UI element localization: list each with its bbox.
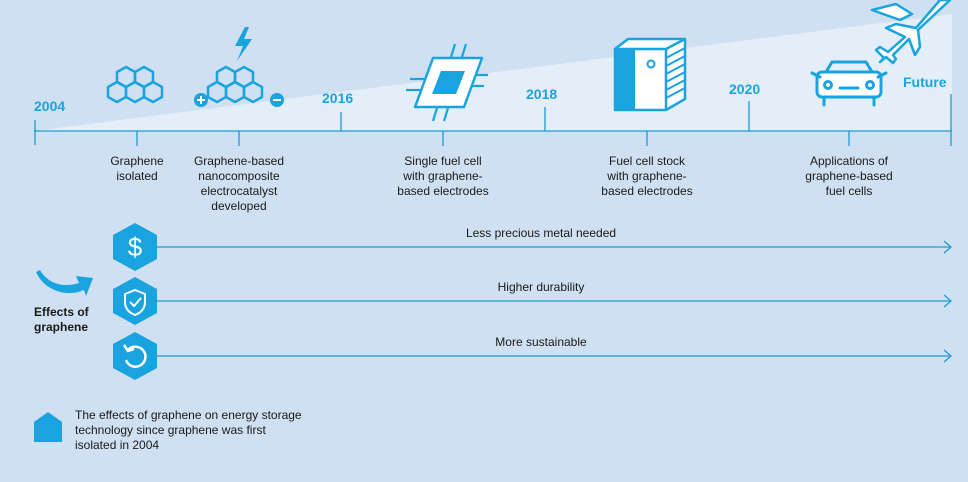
graphene-nanocomposite-icon <box>206 65 264 104</box>
graphene-lattice-icon <box>106 65 164 104</box>
growth-wedge <box>34 14 952 131</box>
milestone-nanocomposite: Graphene-based nanocomposite electrocata… <box>174 154 304 214</box>
legend-text: The effects of graphene on energy storag… <box>75 408 325 453</box>
minus-icon <box>270 93 284 107</box>
effect-label-durability: Higher durability <box>497 280 585 294</box>
milestone-line: electrocatalyst <box>200 184 278 198</box>
curved-arrow-icon <box>36 270 93 296</box>
milestone-graphene-isolated: Graphene isolated <box>72 154 202 184</box>
effects-title: Effects of graphene <box>34 305 89 335</box>
milestone-line: Fuel cell stock <box>608 154 686 168</box>
year-ticks <box>34 94 952 146</box>
dollar-icon: $ <box>113 223 157 271</box>
legend-marker-icon <box>34 412 62 442</box>
milestone-line: based electrodes <box>601 184 693 198</box>
milestone-line: with graphene- <box>607 169 687 183</box>
milestone-line: Applications of <box>809 154 889 168</box>
effect-arrows <box>155 240 952 363</box>
plus-icon <box>194 93 208 107</box>
milestone-line: Single fuel cell <box>404 154 482 168</box>
effects-title-line: graphene <box>34 320 89 334</box>
fuel-cell-chip-icon <box>406 43 488 122</box>
legend-line: isolated in 2004 <box>75 438 160 452</box>
milestone-single-fuel-cell: Single fuel cell with graphene- based el… <box>378 154 508 199</box>
legend-line: The effects of graphene on energy storag… <box>75 408 302 422</box>
milestone-line: Graphene-based <box>193 154 285 168</box>
effect-label-less-metal: Less precious metal needed <box>465 226 617 240</box>
milestone-line: Graphene <box>110 154 164 168</box>
year-future: Future <box>903 74 947 90</box>
milestone-line: with graphene- <box>403 169 483 183</box>
year-2004: 2004 <box>34 98 66 114</box>
shield-check-icon <box>113 277 157 325</box>
recycle-arrow-icon <box>113 332 157 380</box>
legend-line: technology since graphene was first <box>75 423 266 437</box>
milestone-ticks <box>136 131 850 146</box>
milestone-line: graphene-based <box>805 169 893 183</box>
year-2018: 2018 <box>526 86 558 102</box>
milestone-line: based electrodes <box>397 184 489 198</box>
milestone-applications: Applications of graphene-based fuel cell… <box>784 154 914 199</box>
milestone-line: isolated <box>116 169 158 183</box>
fuel-cell-stack-icon <box>613 37 687 112</box>
lightning-icon <box>235 27 252 61</box>
milestone-line: fuel cells <box>825 184 873 198</box>
milestone-line: developed <box>211 199 267 213</box>
milestone-fuel-cell-stock: Fuel cell stock with graphene- based ele… <box>582 154 712 199</box>
effect-label-sustainable: More sustainable <box>495 335 587 349</box>
airplane-icon <box>870 0 952 65</box>
effects-title-line: Effects of <box>34 305 89 319</box>
year-2020: 2020 <box>729 81 761 97</box>
milestone-line: nanocomposite <box>198 169 280 183</box>
car-icon <box>810 60 888 107</box>
year-2016: 2016 <box>322 90 354 106</box>
svg-text:$: $ <box>128 232 143 262</box>
